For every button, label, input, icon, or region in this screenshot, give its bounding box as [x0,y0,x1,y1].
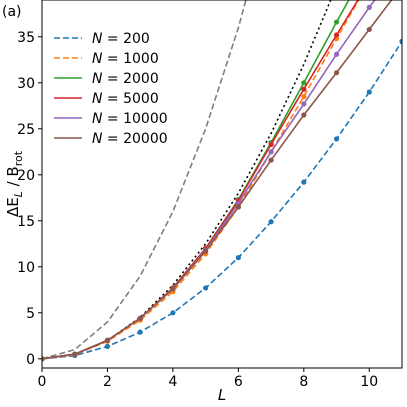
data-point [203,285,209,291]
data-point [301,80,307,86]
legend-label: N = 10000 [92,111,168,127]
series-20000 [42,0,393,362]
data-point [170,286,176,292]
data-point [301,101,307,107]
reference-curve-6 [42,0,247,360]
y-tick-label: 10 [17,260,35,276]
series-2000 [42,0,350,362]
legend-label: N = 5000 [92,91,159,107]
plot-frame [41,0,403,369]
series-line [42,0,393,360]
legend-label: N = 200 [92,31,150,47]
reference-curve-7 [42,0,332,360]
data-point [333,19,340,25]
data-point [366,26,372,33]
data-point [333,136,340,142]
series-5000 [42,0,359,362]
series-line [42,0,332,360]
legend-label: N = 2000 [92,71,159,87]
legend-entry: N = 20000 [54,131,168,147]
series-layer [42,0,402,362]
data-point [333,70,340,76]
data-point [366,4,372,10]
data-point [104,343,111,349]
data-point [235,255,241,261]
data-point [235,204,241,210]
x-tick-label: 6 [234,374,243,390]
series-1000 [42,0,360,362]
data-point [137,329,143,335]
data-point [399,38,402,44]
x-axis-label: L [218,386,226,404]
y-tick-label: 5 [26,306,35,322]
series-200 [42,38,402,362]
x-tick-label: 8 [299,374,308,390]
series-line [42,40,402,360]
legend-entry: N = 5000 [54,91,159,107]
x-tick-label: 10 [360,374,378,390]
data-point [72,351,78,357]
y-tick-label: 25 [17,122,35,138]
data-point [42,356,45,362]
y-tick-label: 15 [17,214,35,230]
x-tick-label: 2 [103,374,112,390]
data-point [268,141,274,148]
data-point [333,32,340,38]
data-point [170,310,176,316]
data-point [268,157,274,163]
y-tick-label: 20 [17,168,35,184]
legend-entry: N = 10000 [54,111,168,127]
legend-label: N = 20000 [92,131,168,147]
legend-entry: N = 200 [54,31,150,47]
data-point [366,89,372,95]
legend-entry: N = 1000 [54,51,159,67]
ticks-layer: 0 2 4 6 8 10 0 5 10 15 20 25 30 35 [17,30,378,390]
data-point [268,219,274,225]
y-axis-label: ΔEL / Brot [4,150,25,217]
data-point [137,315,143,321]
data-point [268,149,274,155]
x-tick-label: 0 [38,374,47,390]
legend-label: N = 1000 [92,51,159,67]
x-tick-label: 4 [168,374,177,390]
data-point [301,179,307,185]
data-point [301,86,307,92]
data-point [301,112,307,118]
legend-entry: N = 2000 [54,71,159,87]
data-point [104,337,111,343]
series-line [42,0,247,360]
y-tick-label: 35 [17,30,35,46]
data-point [333,51,340,57]
legend: N = 200 N = 1000 N = 2000 N = 5000 N = 10000… [54,31,168,147]
panel-label: (a) [2,4,22,20]
data-point [203,248,209,254]
y-tick-label: 0 [26,352,35,368]
y-tick-label: 30 [17,76,35,92]
data-point [301,94,307,100]
